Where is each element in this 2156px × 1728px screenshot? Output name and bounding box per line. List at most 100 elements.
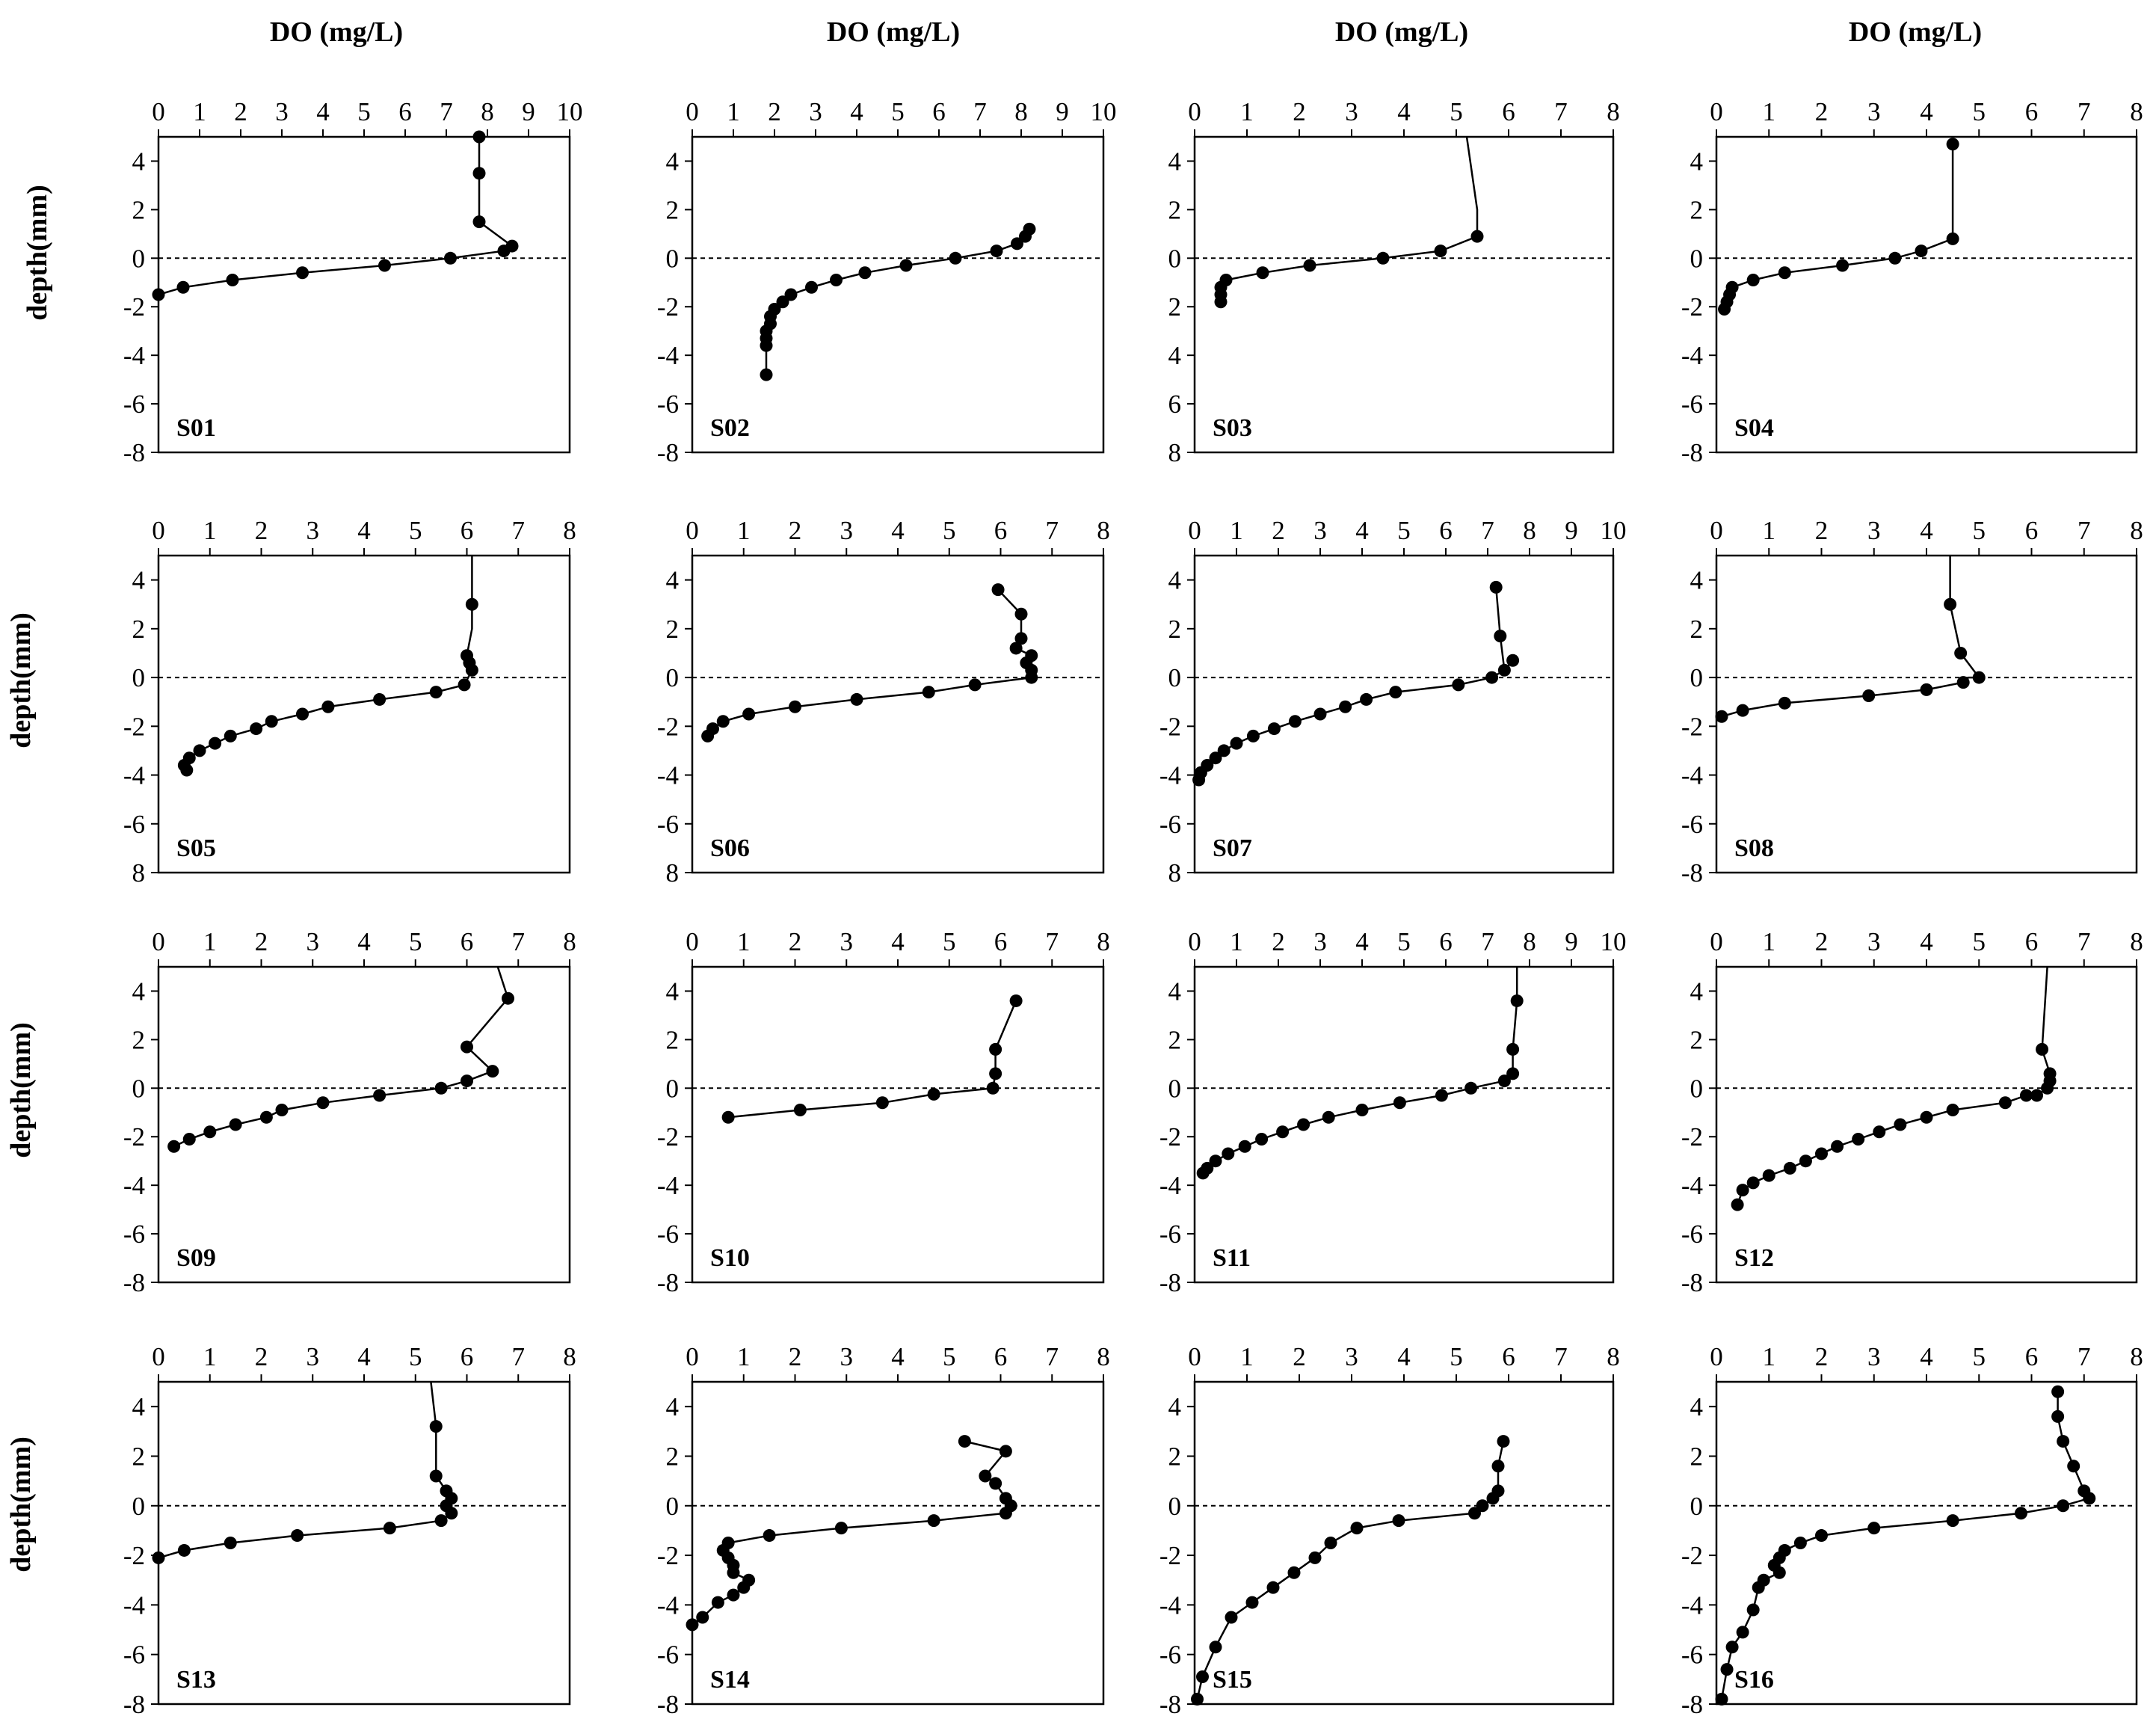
x-tick-label: 2 — [1815, 97, 1829, 126]
data-point — [986, 1081, 1000, 1095]
data-point — [226, 274, 239, 287]
x-tick-label: 0 — [152, 516, 165, 545]
x-tick-label: 0 — [686, 1342, 699, 1371]
x-tick-label: 0 — [1710, 927, 1723, 956]
y-tick-label: 4 — [1168, 977, 1182, 1006]
data-point — [445, 1507, 458, 1520]
data-point — [1009, 994, 1023, 1007]
data-point — [2067, 1460, 2080, 1473]
x-tick-label: 7 — [973, 97, 987, 126]
x-tick-label: 0 — [1710, 1342, 1723, 1371]
data-point — [429, 1420, 443, 1433]
y-tick-label: -2 — [123, 712, 145, 741]
y-tick-label: 2 — [1690, 1025, 1704, 1054]
y-tick-label: -6 — [1681, 810, 1703, 839]
data-point — [259, 1110, 273, 1124]
data-point — [1019, 230, 1032, 243]
x-tick-label: 1 — [1240, 1342, 1254, 1371]
data-point — [373, 692, 386, 706]
data-point — [1778, 696, 1791, 710]
data-point — [1470, 230, 1484, 243]
data-point — [383, 1522, 396, 1535]
x-tick-label: 6 — [932, 97, 946, 126]
x-tick-label: 7 — [1554, 1342, 1568, 1371]
y-tick-label: -2 — [123, 1541, 145, 1570]
panel-label: S12 — [1734, 1244, 1774, 1272]
x-tick-label: 8 — [1097, 516, 1110, 545]
x-tick-label: 2 — [1815, 516, 1829, 545]
x-tick-label: 1 — [203, 1342, 217, 1371]
y-tick-label: -6 — [123, 1641, 145, 1670]
x-tick-label: 3 — [809, 97, 822, 126]
data-point — [1506, 1042, 1520, 1056]
x-tick-label: 7 — [512, 1342, 526, 1371]
data-point — [763, 1529, 776, 1543]
x-tick-label: 7 — [512, 927, 526, 956]
data-point — [1946, 138, 1959, 151]
panel-label: S13 — [176, 1666, 216, 1694]
data-point — [193, 744, 206, 757]
data-point — [1255, 1132, 1269, 1146]
x-tick-label: 1 — [203, 516, 217, 545]
data-point — [1736, 704, 1749, 717]
data-point — [875, 1096, 889, 1110]
y-tick-label: 4 — [1690, 977, 1704, 1006]
x-tick-label: 0 — [152, 97, 165, 126]
y-tick-label: 8 — [1168, 858, 1182, 888]
x-tick-label: 5 — [1450, 97, 1463, 126]
data-point — [250, 722, 263, 736]
x-tick-label: 3 — [1345, 97, 1358, 126]
x-tick-label: 3 — [1867, 927, 1881, 956]
y-tick-label: 0 — [1168, 1492, 1182, 1521]
panel-s09: 0 1 2 3 4 5 6 7 8 4 2 0 -2 -4 -6 -8 S09 — [123, 927, 576, 1297]
data-point — [2041, 1081, 2054, 1095]
do-profile-line — [1723, 144, 1954, 310]
data-point — [1915, 245, 1928, 258]
data-point — [2030, 1089, 2044, 1102]
data-point — [760, 339, 773, 352]
x-tick-label: 7 — [1046, 927, 1059, 956]
x-tick-label: 5 — [943, 516, 956, 545]
x-tick-label: 4 — [357, 927, 371, 956]
panel-s16: 0 1 2 3 4 5 6 7 8 4 2 0 -2 -4 -6 -8 S16 — [1681, 1342, 2143, 1719]
data-point — [1799, 1154, 1812, 1168]
y-tick-label: -8 — [1681, 1690, 1703, 1719]
x-tick-label: 9 — [1056, 97, 1069, 126]
panel-label: S11 — [1213, 1244, 1251, 1272]
y-tick-label: 4 — [1690, 147, 1704, 176]
data-point — [1715, 710, 1728, 723]
y-tick-label: 0 — [132, 663, 146, 692]
y-tick-label: 2 — [132, 195, 146, 224]
x-tick-label: 8 — [1097, 1342, 1110, 1371]
data-point — [1944, 597, 1957, 611]
x-tick-label: 5 — [1973, 516, 1986, 545]
data-point — [1214, 295, 1228, 309]
x-tick-label: 9 — [522, 97, 535, 126]
x-tick-label: 2 — [255, 516, 268, 545]
data-point — [1376, 251, 1390, 265]
data-point — [1225, 1611, 1238, 1624]
y-tick-label: 4 — [1690, 566, 1704, 595]
panel-label: S16 — [1734, 1666, 1774, 1694]
data-point — [1894, 1118, 1907, 1131]
data-point — [1491, 1460, 1505, 1473]
data-point — [830, 274, 843, 287]
x-tick-label: 4 — [850, 97, 863, 126]
panel-label: S10 — [710, 1244, 750, 1272]
data-point — [1322, 1110, 1335, 1124]
data-point — [1297, 1118, 1310, 1131]
x-tick-label: 1 — [1763, 927, 1776, 956]
x-tick-label: 4 — [1920, 927, 1933, 956]
y-tick-label: 8 — [132, 858, 146, 888]
panel-label: S03 — [1213, 414, 1252, 442]
data-point — [1946, 1514, 1959, 1528]
x-tick-label: 2 — [1815, 1342, 1829, 1371]
data-point — [1011, 237, 1023, 250]
column-titles: DO (mg/L) DO (mg/L) DO (mg/L) DO (mg/L) — [270, 16, 1982, 48]
y-tick-label: -2 — [1681, 712, 1703, 741]
panel-s06: 0 1 2 3 4 5 6 7 8 4 2 0 -2 -4 -6 8 S06 — [657, 516, 1110, 888]
x-tick-label: 3 — [307, 1342, 320, 1371]
data-point — [805, 280, 818, 294]
data-point — [1956, 676, 1970, 689]
